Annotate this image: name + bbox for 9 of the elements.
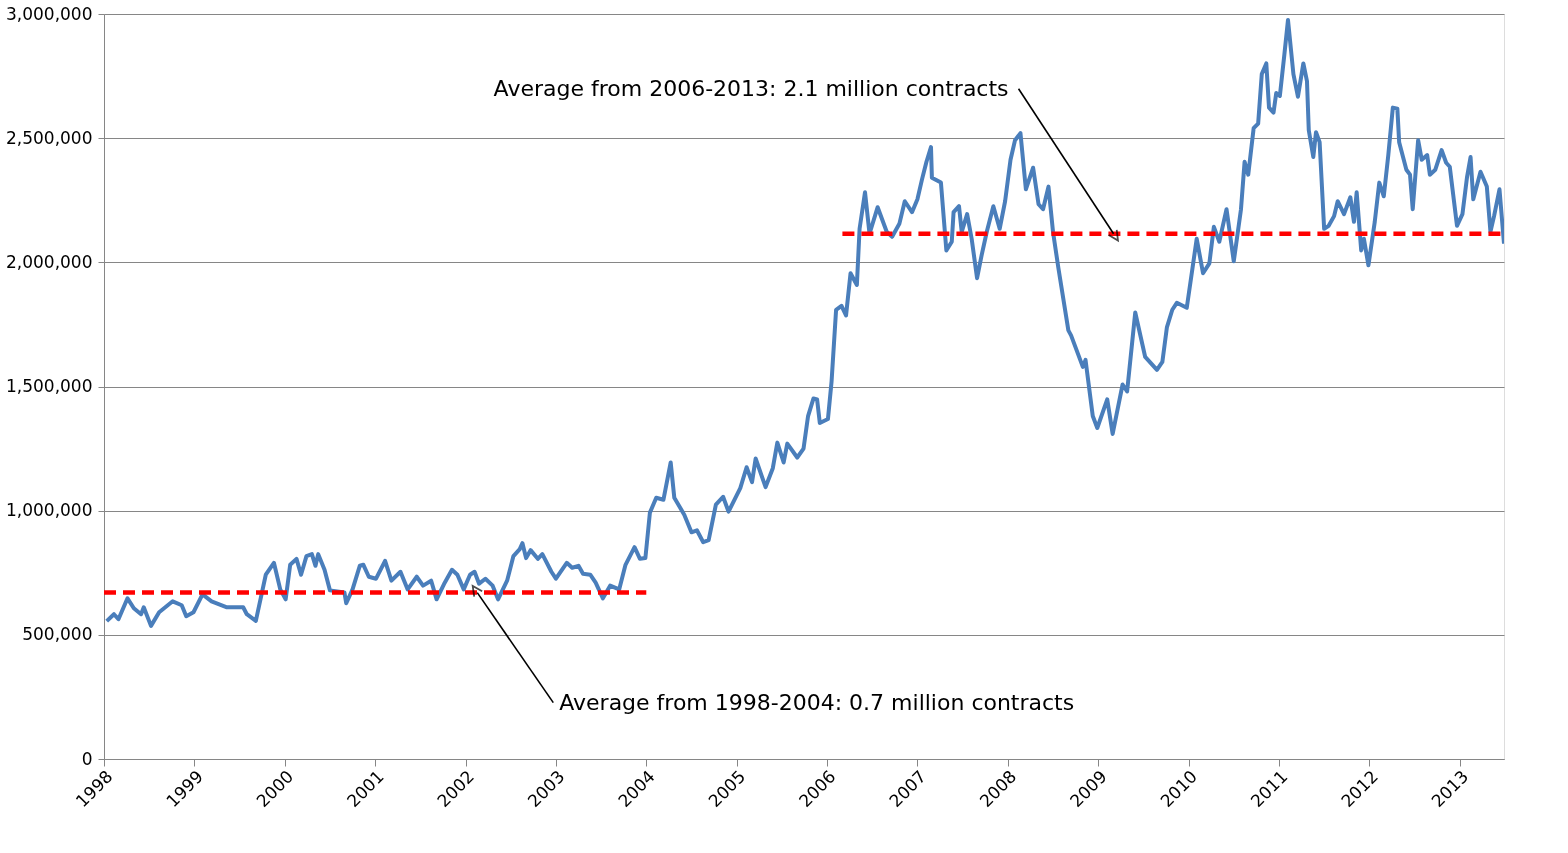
annotation: Average from 2006-2013: 2.1 million contracts <box>493 75 1009 101</box>
y-tick-label: 2,000,000 <box>5 251 93 272</box>
y-tick-label: 1,500,000 <box>5 376 93 396</box>
y-tick-label: 2,500,000 <box>5 127 93 148</box>
annotation: Average from 1998-2004: 0.7 million contracts <box>559 689 1075 715</box>
y-tick-label: 500,000 <box>22 624 93 645</box>
y-tick-label: 1,000,000 <box>5 500 93 521</box>
y-tick-label: 0 <box>81 748 93 769</box>
y-tick-label: 3,000,000 <box>5 3 93 24</box>
